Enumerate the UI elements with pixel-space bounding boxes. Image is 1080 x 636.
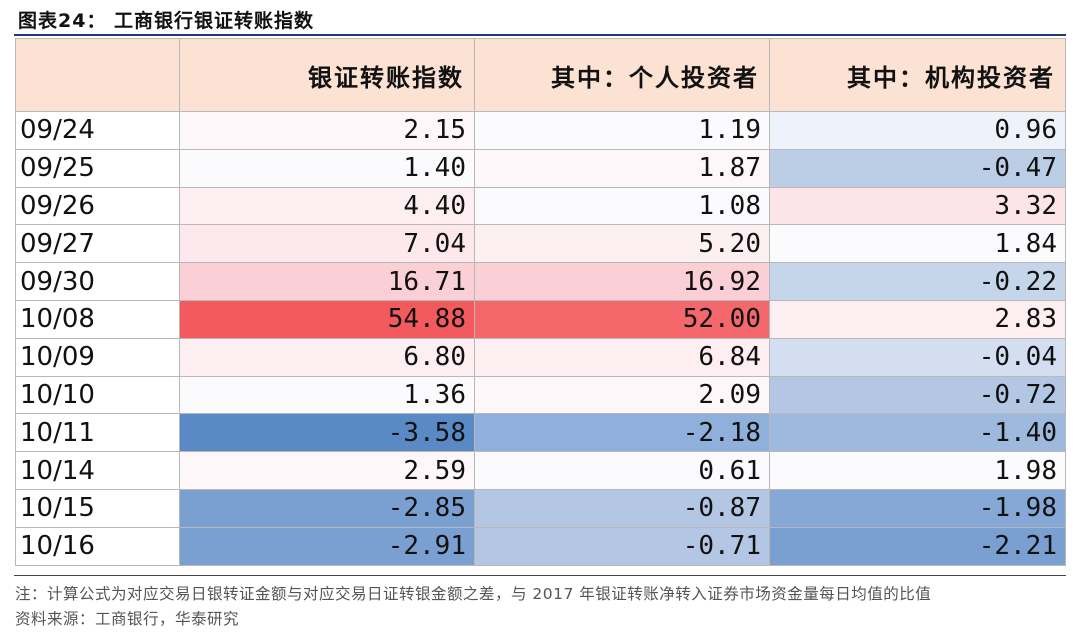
cell-individual: 6.84 [474, 337, 770, 377]
table-row: 09/25 1.40 1.87 -0.47 [15, 148, 1066, 188]
cell-institutional: -0.22 [769, 262, 1066, 301]
cell-total-index: 1.36 [179, 375, 475, 415]
row-date: 09/30 [15, 262, 180, 301]
cell-total-index: -2.85 [179, 488, 475, 528]
header-row: 银证转账指数 其中：个人投资者 其中：机构投资者 [15, 38, 1066, 112]
table-row: 09/26 4.40 1.08 3.32 [15, 186, 1066, 226]
row-date: 10/08 [15, 299, 180, 339]
cell-total-index: 2.15 [179, 111, 475, 150]
cell-institutional: -0.72 [769, 375, 1066, 415]
table-row: 10/09 6.80 6.84 -0.04 [15, 337, 1066, 377]
row-date: 09/27 [15, 224, 180, 264]
cell-institutional: -1.40 [769, 413, 1066, 453]
table-row: 10/10 1.36 2.09 -0.72 [15, 375, 1066, 415]
cell-individual: 1.19 [474, 111, 770, 150]
header-institutional: 其中：机构投资者 [769, 38, 1066, 112]
table-row: 10/11 -3.58 -2.18 -1.40 [15, 413, 1066, 453]
row-date: 09/26 [15, 186, 180, 226]
cell-individual: 5.20 [474, 224, 770, 264]
cell-institutional: -1.98 [769, 488, 1066, 528]
row-date: 09/24 [15, 111, 180, 150]
cell-institutional: -0.47 [769, 148, 1066, 188]
cell-individual: -0.87 [474, 488, 770, 528]
header-corner [15, 38, 180, 112]
row-date: 10/14 [15, 451, 180, 490]
row-date: 09/25 [15, 148, 180, 188]
source-note: 资料来源：工商银行，华泰研究 [15, 610, 240, 628]
footnote: 注：计算公式为对应交易日银转证金额与对应交易日证转银金额之差，与 2017 年银… [15, 585, 932, 603]
table-row: 10/16 -2.91 -0.71 -2.21 [15, 526, 1066, 566]
figure-title: 图表24： 工商银行银证转账指数 [18, 10, 315, 32]
cell-individual: -2.18 [474, 413, 770, 453]
row-date: 10/09 [15, 337, 180, 377]
transfer-index-table: 银证转账指数 其中：个人投资者 其中：机构投资者 09/24 2.15 1.19 0.… [15, 38, 1066, 566]
row-date: 10/15 [15, 488, 180, 528]
cell-individual: 16.92 [474, 262, 770, 301]
cell-individual: 1.87 [474, 148, 770, 188]
cell-institutional: 1.84 [769, 224, 1066, 264]
cell-total-index: 54.88 [179, 299, 475, 339]
header-total-index: 银证转账指数 [179, 38, 475, 112]
cell-institutional: 2.83 [769, 299, 1066, 339]
table-row: 09/24 2.15 1.19 0.96 [15, 111, 1066, 150]
cell-institutional: 0.96 [769, 111, 1066, 150]
cell-institutional: -2.21 [769, 526, 1066, 566]
cell-total-index: 6.80 [179, 337, 475, 377]
cell-total-index: -2.91 [179, 526, 475, 566]
row-date: 10/16 [15, 526, 180, 566]
title-rule [14, 34, 1066, 36]
row-date: 10/11 [15, 413, 180, 453]
cell-individual: 52.00 [474, 299, 770, 339]
cell-individual: -0.71 [474, 526, 770, 566]
header-individual: 其中：个人投资者 [474, 38, 770, 112]
cell-total-index: 16.71 [179, 262, 475, 301]
footer-rule [14, 575, 1066, 576]
cell-individual: 0.61 [474, 451, 770, 490]
cell-total-index: 1.40 [179, 148, 475, 188]
row-date: 10/10 [15, 375, 180, 415]
cell-individual: 1.08 [474, 186, 770, 226]
cell-institutional: 1.98 [769, 451, 1066, 490]
cell-total-index: 4.40 [179, 186, 475, 226]
table-row: 09/30 16.71 16.92 -0.22 [15, 262, 1066, 301]
cell-total-index: 2.59 [179, 451, 475, 490]
cell-institutional: 3.32 [769, 186, 1066, 226]
cell-institutional: -0.04 [769, 337, 1066, 377]
table-row: 10/14 2.59 0.61 1.98 [15, 451, 1066, 490]
table-row: 09/27 7.04 5.20 1.84 [15, 224, 1066, 264]
cell-individual: 2.09 [474, 375, 770, 415]
table-row: 10/08 54.88 52.00 2.83 [15, 299, 1066, 339]
table-row: 10/15 -2.85 -0.87 -1.98 [15, 488, 1066, 528]
cell-total-index: 7.04 [179, 224, 475, 264]
cell-total-index: -3.58 [179, 413, 475, 453]
